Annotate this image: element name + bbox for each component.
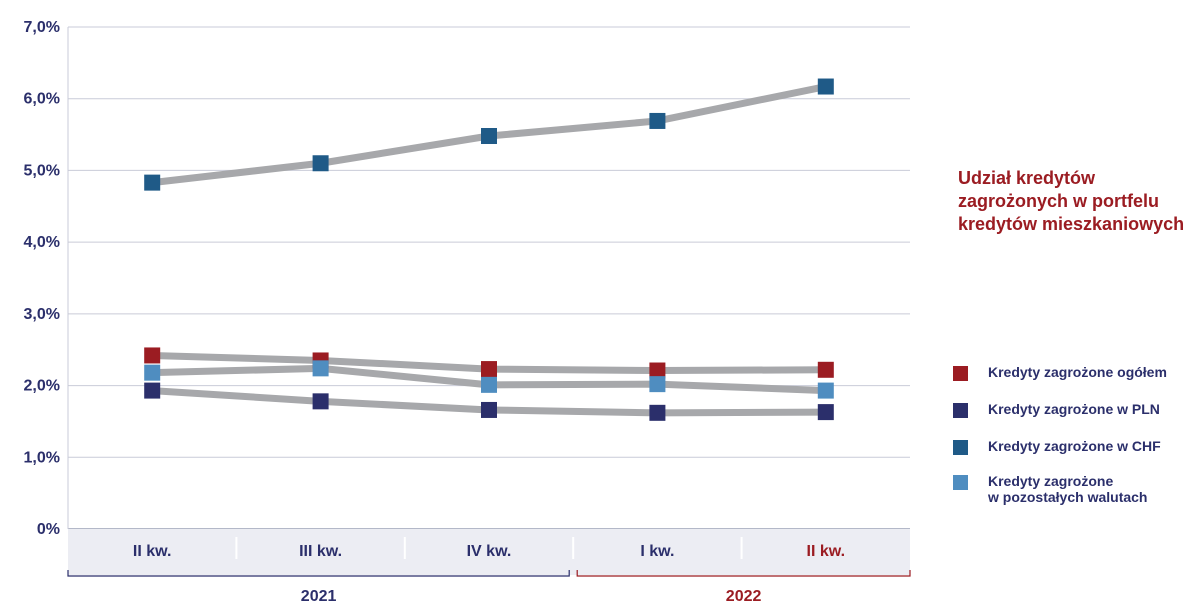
legend-item: Kredyty zagrożone ogółem bbox=[953, 364, 1167, 381]
legend-item: Kredyty zagrożone w pozostałych walutach bbox=[953, 473, 1147, 505]
x-tick-label: I kw. bbox=[640, 543, 674, 560]
category-axis: II kw. III kw. IV kw. I kw. II kw. 2021 2022 bbox=[67, 529, 911, 605]
y-tick-label: 3,0% bbox=[24, 306, 60, 323]
chart-title: Udział kredytów zagrożonych w portfelu k… bbox=[958, 168, 1185, 234]
y-tick-label: 4,0% bbox=[24, 234, 60, 251]
data-point bbox=[144, 364, 161, 381]
legend-label: Kredyty zagrożone w CHF bbox=[988, 438, 1161, 454]
year-bracket bbox=[576, 570, 911, 577]
data-point bbox=[312, 393, 329, 410]
category-band bbox=[68, 529, 910, 575]
data-point bbox=[649, 362, 666, 379]
x-tick-label: II kw. bbox=[133, 543, 172, 560]
data-point bbox=[481, 376, 497, 393]
year-label: 2021 bbox=[301, 588, 337, 605]
legend-swatch bbox=[953, 440, 968, 455]
x-tick-label: III kw. bbox=[299, 543, 342, 560]
y-tick-label: 2,0% bbox=[24, 378, 60, 395]
data-point bbox=[481, 401, 497, 418]
data-point bbox=[649, 376, 666, 393]
legend-item: Kredyty zagrożone w PLN bbox=[953, 401, 1160, 418]
legend-label: Kredyty zagrożone ogółem bbox=[988, 364, 1167, 380]
data-point bbox=[144, 347, 161, 364]
legend-label: Kredyty zagrożone w pozostałych walutach bbox=[988, 473, 1148, 505]
data-point bbox=[312, 155, 329, 172]
legend-item: Kredyty zagrożone w CHF bbox=[953, 438, 1161, 455]
data-point bbox=[481, 361, 497, 378]
data-point bbox=[481, 128, 497, 145]
legend-swatch bbox=[953, 366, 968, 381]
y-tick-label: 1,0% bbox=[24, 449, 60, 466]
y-tick-label: 5,0% bbox=[24, 162, 60, 179]
legend-swatch bbox=[953, 475, 968, 490]
y-axis-ticks: 0% 1,0% 2,0% 3,0% 4,0% 5,0% 6,0% 7,0% bbox=[24, 19, 60, 538]
y-tick-label: 0% bbox=[37, 521, 60, 538]
data-point bbox=[817, 361, 834, 378]
x-tick-label: IV kw. bbox=[467, 543, 512, 560]
data-point bbox=[144, 174, 161, 191]
year-bracket bbox=[67, 570, 570, 577]
data-point bbox=[817, 78, 834, 95]
data-point bbox=[817, 382, 834, 399]
series-markers bbox=[144, 78, 834, 421]
year-label: 2022 bbox=[726, 588, 762, 605]
data-point bbox=[817, 404, 834, 421]
data-point bbox=[312, 360, 329, 377]
x-tick-label: II kw. bbox=[807, 543, 846, 560]
gridlines bbox=[67, 26, 910, 530]
y-tick-label: 7,0% bbox=[24, 19, 60, 36]
legend-swatch bbox=[953, 403, 968, 418]
legend-label: Kredyty zagrożone w PLN bbox=[988, 401, 1160, 417]
y-tick-label: 6,0% bbox=[24, 91, 60, 108]
data-point bbox=[649, 404, 666, 421]
data-point bbox=[649, 112, 666, 129]
data-point bbox=[144, 382, 161, 399]
